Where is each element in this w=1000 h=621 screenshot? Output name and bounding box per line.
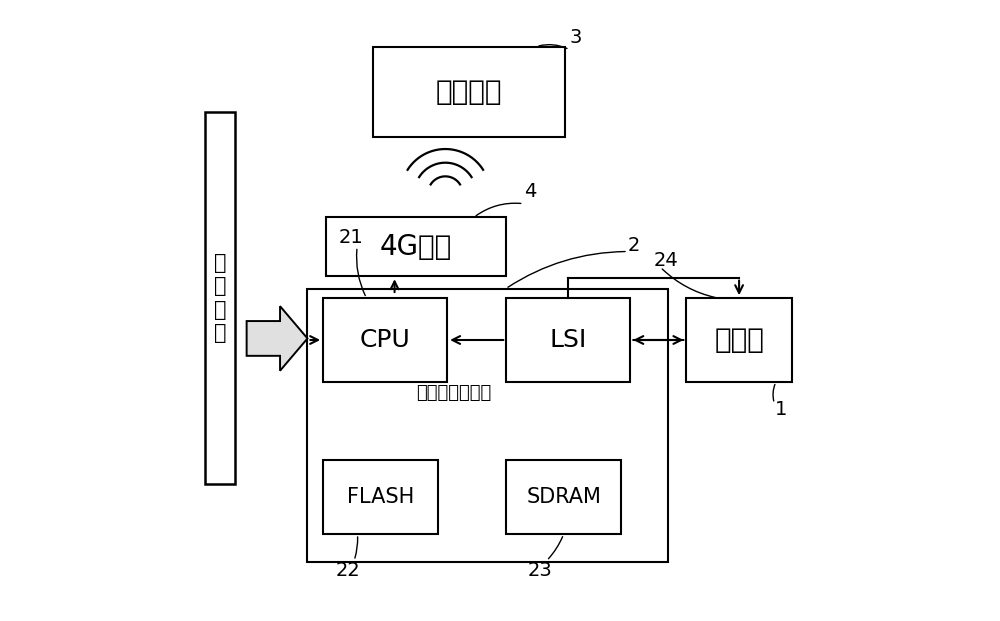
Text: 电
源
部
分: 电 源 部 分 — [214, 253, 226, 343]
Bar — [506, 298, 630, 382]
Text: 摄像头: 摄像头 — [714, 326, 764, 354]
Text: SDRAM: SDRAM — [526, 487, 601, 507]
Text: 22: 22 — [335, 561, 360, 579]
Bar — [373, 47, 565, 137]
Bar — [506, 460, 621, 534]
Text: 综合存储处理器: 综合存储处理器 — [416, 384, 491, 402]
Text: 4: 4 — [524, 182, 536, 201]
Text: 21: 21 — [339, 228, 363, 247]
Text: 控制中心: 控制中心 — [436, 78, 502, 106]
Bar — [323, 460, 438, 534]
Bar — [307, 289, 668, 562]
Text: CPU: CPU — [360, 328, 410, 352]
Text: FLASH: FLASH — [347, 487, 414, 507]
Text: 23: 23 — [528, 561, 553, 579]
Text: 1: 1 — [775, 401, 787, 419]
Text: LSI: LSI — [550, 328, 587, 352]
Text: 4G模块: 4G模块 — [380, 233, 452, 261]
Bar — [323, 298, 447, 382]
Text: 24: 24 — [654, 252, 679, 270]
Text: 3: 3 — [570, 28, 582, 47]
Text: 2: 2 — [628, 236, 640, 255]
Bar — [326, 217, 506, 276]
Polygon shape — [247, 306, 307, 371]
Bar — [686, 298, 792, 382]
Bar — [205, 112, 235, 484]
